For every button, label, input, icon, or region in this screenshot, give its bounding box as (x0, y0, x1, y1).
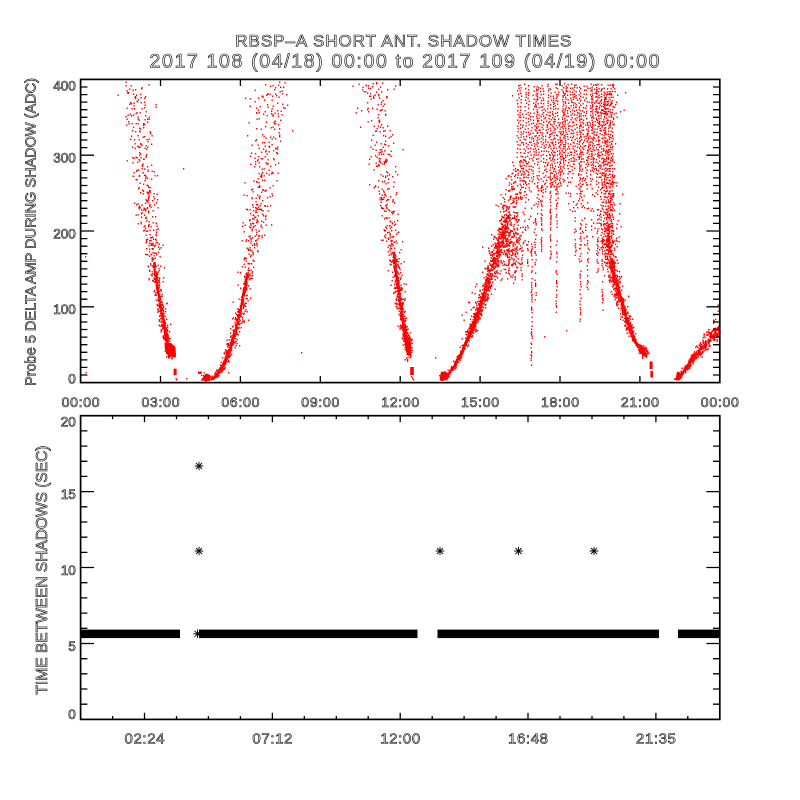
svg-text:10: 10 (61, 563, 76, 578)
svg-text:100: 100 (53, 302, 76, 317)
svg-text:06:00: 06:00 (221, 394, 259, 410)
svg-text:Probe 5 DELTA AMP DURING SHADO: Probe 5 DELTA AMP DURING SHADOW (ADC) (24, 78, 40, 386)
svg-text:TIME BETWEEN SHADOWS (SEC): TIME BETWEEN SHADOWS (SEC) (34, 446, 51, 695)
svg-text:0: 0 (68, 707, 76, 722)
svg-text:400: 400 (53, 79, 76, 94)
svg-text:5: 5 (68, 639, 76, 654)
svg-text:0: 0 (68, 371, 76, 386)
svg-text:16:48: 16:48 (508, 731, 548, 748)
svg-text:2017 108 (04/18) 00:00 to 2017: 2017 108 (04/18) 00:00 to 2017 109 (04/1… (150, 51, 660, 73)
svg-text:03:00: 03:00 (142, 394, 180, 410)
svg-text:18:00: 18:00 (541, 394, 579, 410)
svg-text:15:00: 15:00 (461, 394, 499, 410)
svg-text:00:00: 00:00 (701, 394, 739, 410)
svg-text:21:00: 21:00 (621, 394, 659, 410)
svg-text:15: 15 (61, 487, 76, 502)
svg-text:300: 300 (53, 151, 76, 166)
svg-text:07:12: 07:12 (252, 731, 292, 748)
svg-text:21:35: 21:35 (636, 731, 676, 748)
svg-text:20: 20 (61, 415, 76, 430)
svg-text:12:00: 12:00 (380, 731, 420, 748)
svg-text:RBSP–A SHORT ANT. SHADOW TIMES: RBSP–A SHORT ANT. SHADOW TIMES (235, 32, 571, 51)
svg-text:00:00: 00:00 (62, 394, 100, 410)
svg-text:09:00: 09:00 (301, 394, 339, 410)
svg-text:12:00: 12:00 (381, 394, 419, 410)
svg-text:02:24: 02:24 (125, 731, 165, 748)
svg-text:200: 200 (53, 226, 76, 241)
